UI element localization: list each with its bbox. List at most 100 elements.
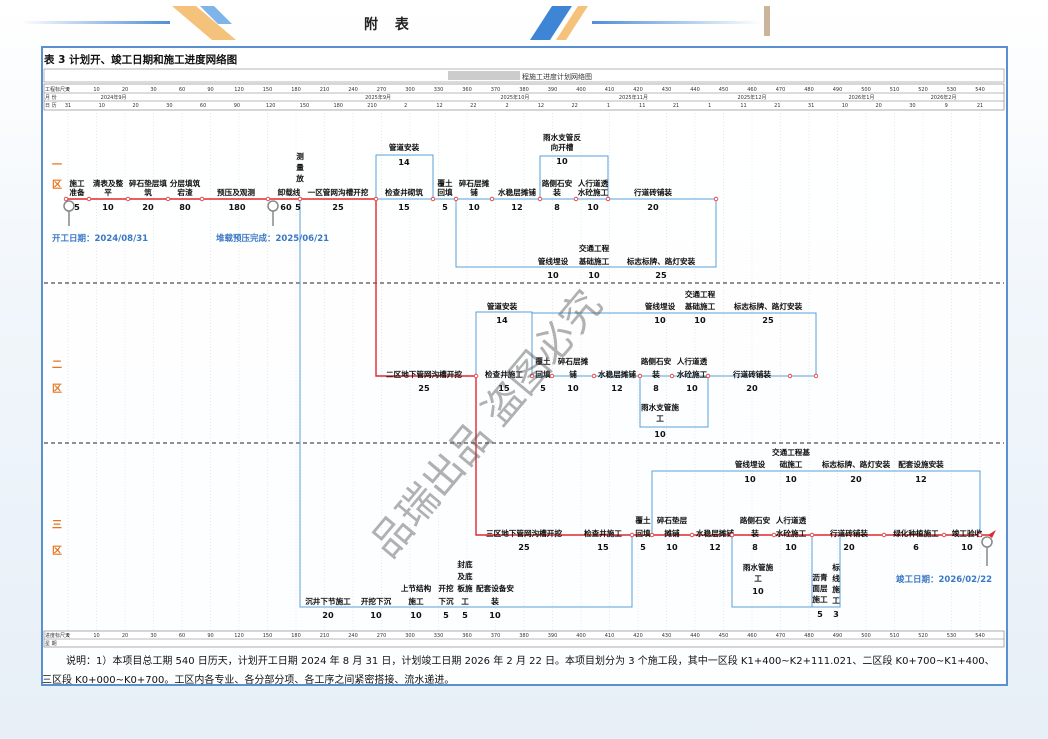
z2-task-0-name: 二区地下管网沟槽开挖	[386, 369, 462, 379]
z1-task-15-name-b: 水砼施工	[578, 187, 609, 197]
z1-task-16-name: 行道砖铺装	[633, 187, 672, 197]
scale-tick-label: 510	[890, 87, 900, 93]
zone3-label-a: 三	[52, 519, 62, 531]
scale-tick-label: 30	[150, 633, 156, 639]
network-node	[637, 373, 643, 379]
z1-task-1-name-b: 平	[104, 188, 112, 197]
scale-tick-label: 60	[179, 87, 185, 93]
z3-task-21-name-d: 工	[461, 597, 469, 606]
table-title: 表 3 计划开、竣工日期和施工进度网络图	[44, 54, 238, 66]
z3-task-9-name: 竣工验收	[952, 528, 983, 538]
scale-tick-label: 270	[377, 87, 387, 93]
chart-title-bar	[43, 68, 1005, 83]
z3-task-19-dur: 10	[410, 610, 422, 620]
z3-task-9-dur: 10	[961, 542, 973, 552]
date-label: 31	[65, 103, 71, 109]
date-label: 12	[436, 103, 442, 109]
network-node	[373, 196, 379, 202]
scale-tick-label: 20	[122, 633, 128, 639]
z1-task-8-dur: 14	[398, 157, 410, 167]
z2-task-11-name-b: 基础施工	[684, 301, 716, 311]
z3-task-22-name-a: 配套设备安	[476, 583, 514, 593]
z3-task-18-dur: 10	[370, 610, 382, 620]
date-label: 150	[300, 103, 310, 109]
z2-task-4-dur: 10	[567, 383, 579, 393]
network-node	[591, 373, 597, 379]
scale-tick-label: 510	[890, 633, 900, 639]
scale-tick-label: 520	[918, 633, 928, 639]
z1-task-6-name-b: 量	[296, 162, 304, 172]
z1-task-3-dur: 80	[179, 202, 191, 212]
scale-tick-label: 180	[291, 87, 301, 93]
scale-tick-label: 360	[462, 87, 472, 93]
scale-tick-label: 400	[576, 633, 586, 639]
zone2-label-a: 二	[52, 359, 62, 371]
z3-task-17-dur: 20	[322, 610, 334, 620]
z3-task-16-name-d: 工	[832, 596, 840, 605]
z1-task-6-name-a: 测	[296, 151, 304, 161]
finish-date-label: 竣工日期：2026/02/22	[896, 574, 992, 585]
scale-tick-label: 90	[207, 87, 213, 93]
z3-task-6-name-b: 水砼施工	[776, 528, 807, 538]
network-node	[537, 196, 543, 202]
network-node	[729, 532, 735, 538]
scale-tick-label: 440	[690, 87, 700, 93]
month-label: 2026年2月	[931, 94, 957, 101]
z3-task-1-name: 检查井施工	[584, 528, 622, 538]
z3-task-5-name-b: 装	[750, 528, 759, 538]
z3-task-11-name-a: 交通工程基	[772, 447, 810, 457]
date-label: 60	[200, 103, 206, 109]
z1-task-6-dur: 5	[295, 202, 301, 212]
z1-task-17-dur: 10	[547, 270, 559, 280]
scale-tick-label: 380	[519, 633, 529, 639]
scale-tick-label: 270	[377, 633, 387, 639]
z1-task-0-dur: 5	[74, 202, 80, 212]
table-panel	[41, 46, 1008, 686]
date-label: 12	[538, 103, 544, 109]
redaction-block	[448, 71, 520, 80]
network-node	[605, 196, 611, 202]
z3-task-11-name-b: 础施工	[780, 459, 803, 469]
z1-task-19-name: 标志标牌、路灯安装	[626, 256, 696, 266]
z3-task-7-dur: 20	[843, 542, 855, 552]
z1-task-10-dur: 5	[442, 202, 448, 212]
page-title: 附 表	[364, 17, 415, 33]
date-label: 11	[639, 103, 645, 109]
z3-task-8-dur: 6	[913, 542, 919, 552]
month-label: 2025年12月	[737, 94, 766, 101]
zone3-label-b: 区	[52, 545, 62, 557]
date-label: 2	[506, 103, 509, 109]
z1-task-7-dur: 25	[332, 202, 344, 212]
z2-task-3-dur: 5	[540, 383, 546, 393]
scale-tick-label: 530	[947, 633, 957, 639]
scale-tick-label: 410	[605, 633, 615, 639]
z3-task-15-name-c: 施工	[812, 594, 828, 604]
month-label: 2025年10月	[500, 94, 529, 101]
network-node	[809, 532, 815, 538]
network-node	[86, 196, 92, 202]
z2-task-10-dur: 10	[654, 315, 666, 325]
z3-task-2-name-b: 回填	[635, 528, 651, 538]
z3-task-22-name-b: 装	[490, 596, 499, 606]
network-node	[529, 373, 535, 379]
z3-task-22-dur: 10	[489, 610, 501, 620]
z3-task-10-name: 管线埋设	[735, 459, 766, 469]
z1-task-7-name: 一区管网沟槽开挖	[308, 187, 369, 197]
finish-milestone-pin	[981, 530, 996, 566]
z1-task-13-name-a: 雨水支管反	[543, 132, 581, 142]
date-label: 210	[367, 103, 377, 109]
network-node	[297, 196, 303, 202]
z1-task-1-name-a: 清表及整	[93, 178, 124, 188]
zone2-label-b: 区	[52, 383, 62, 395]
z3-task-10-dur: 10	[744, 474, 756, 484]
z1-task-12-name: 水稳层摊铺	[498, 187, 536, 197]
network-node	[787, 373, 793, 379]
z1-task-5-name: 卸载线	[278, 187, 301, 197]
z3-task-16-name-c: 施	[832, 584, 840, 594]
z1-task-13-dur: 10	[556, 156, 568, 166]
z1-task-13-name-b: 向开槽	[551, 142, 574, 152]
z3-task-13-dur: 12	[915, 474, 926, 484]
date-label: 22	[470, 103, 476, 109]
z1-task-18-dur: 10	[588, 270, 600, 280]
z1-task-3-name-a: 分层填筑	[170, 178, 201, 188]
